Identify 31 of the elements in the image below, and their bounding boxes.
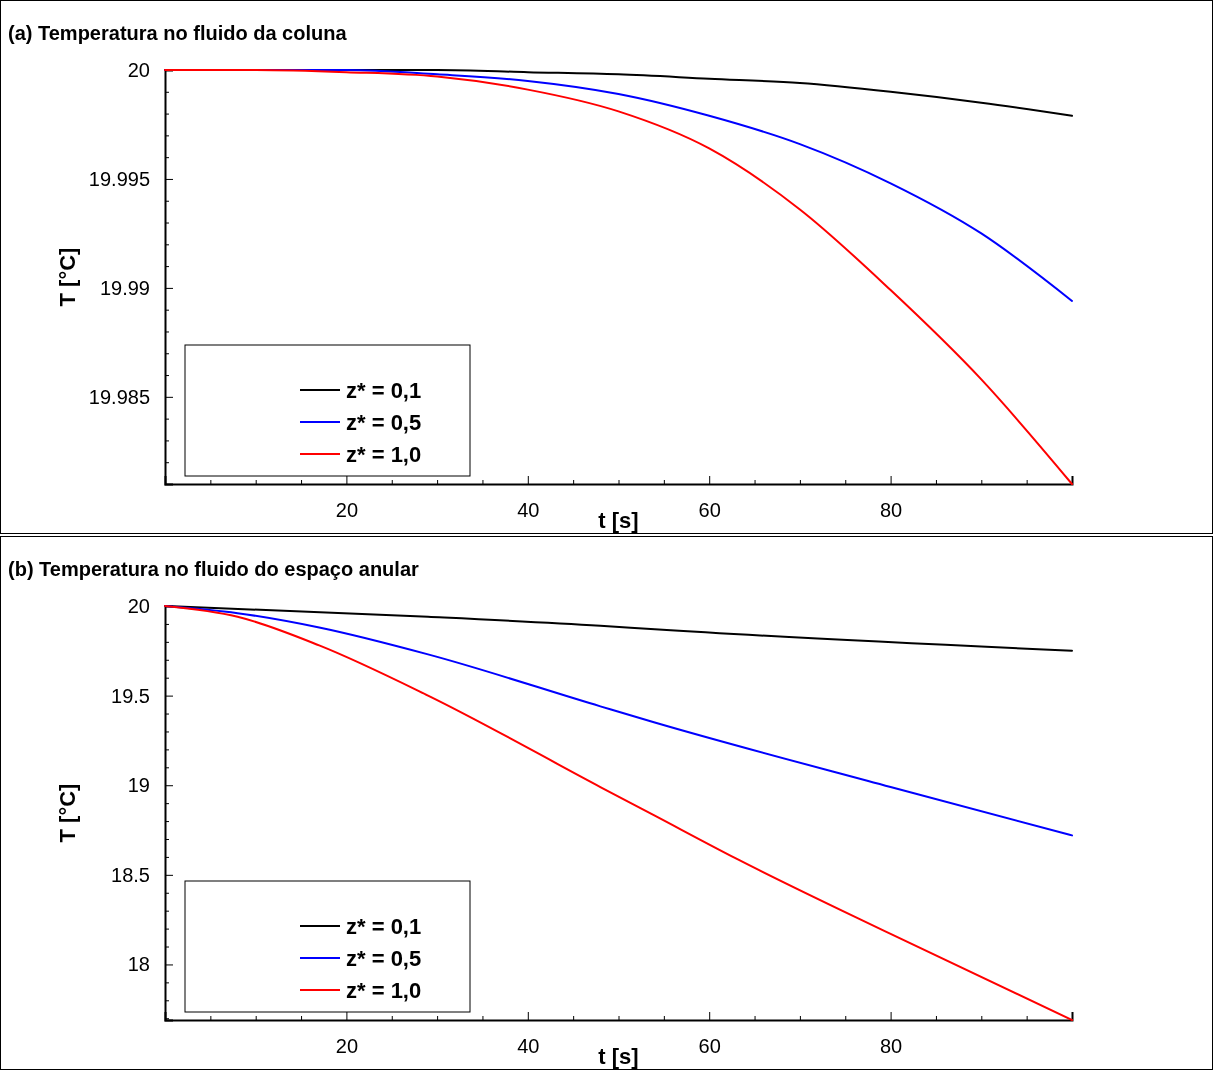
y-tick-label: 18 — [127, 953, 150, 976]
x-tick-label: 40 — [517, 1035, 540, 1057]
legend-label: z* = 1,0 — [346, 442, 422, 467]
x-tick-label: 60 — [698, 1035, 721, 1057]
x-tick-label: 40 — [517, 499, 540, 521]
y-tick-label: 20 — [127, 58, 150, 81]
x-tick-label: 20 — [335, 499, 359, 521]
y-tick-label: 19.99 — [99, 276, 150, 299]
x-axis-title: t [s] — [598, 1044, 639, 1069]
x-tick-label: 80 — [879, 1035, 903, 1057]
y-tick-label: 18.5 — [111, 863, 150, 886]
y-tick-label: 19 — [127, 774, 150, 797]
legend-label: z* = 0,5 — [346, 410, 422, 435]
y-tick-label: 19.985 — [88, 385, 150, 408]
legend-label: z* = 0,1 — [346, 378, 422, 403]
y-tick-label: 19.5 — [111, 684, 150, 707]
y-tick-label: 20 — [127, 594, 150, 617]
chart-title: (b) Temperatura no fluido do espaço anular — [8, 558, 419, 580]
legend-label: z* = 0,5 — [346, 946, 422, 971]
line-series — [164, 605, 1073, 1021]
y-axis-title: T [°C] — [55, 247, 80, 307]
line-series — [164, 69, 1073, 485]
x-tick-label: 60 — [698, 499, 721, 521]
x-tick-label: 20 — [335, 1035, 359, 1057]
x-axis-title: t [s] — [598, 508, 639, 533]
chart-title: (a) Temperatura no fluido da coluna — [8, 22, 348, 44]
y-tick-label: 19.995 — [88, 167, 150, 190]
y-axis-title: T [°C] — [55, 783, 80, 843]
legend-label: z* = 1,0 — [346, 978, 422, 1003]
legend-label: z* = 0,1 — [346, 914, 422, 939]
x-tick-label: 80 — [879, 499, 903, 521]
